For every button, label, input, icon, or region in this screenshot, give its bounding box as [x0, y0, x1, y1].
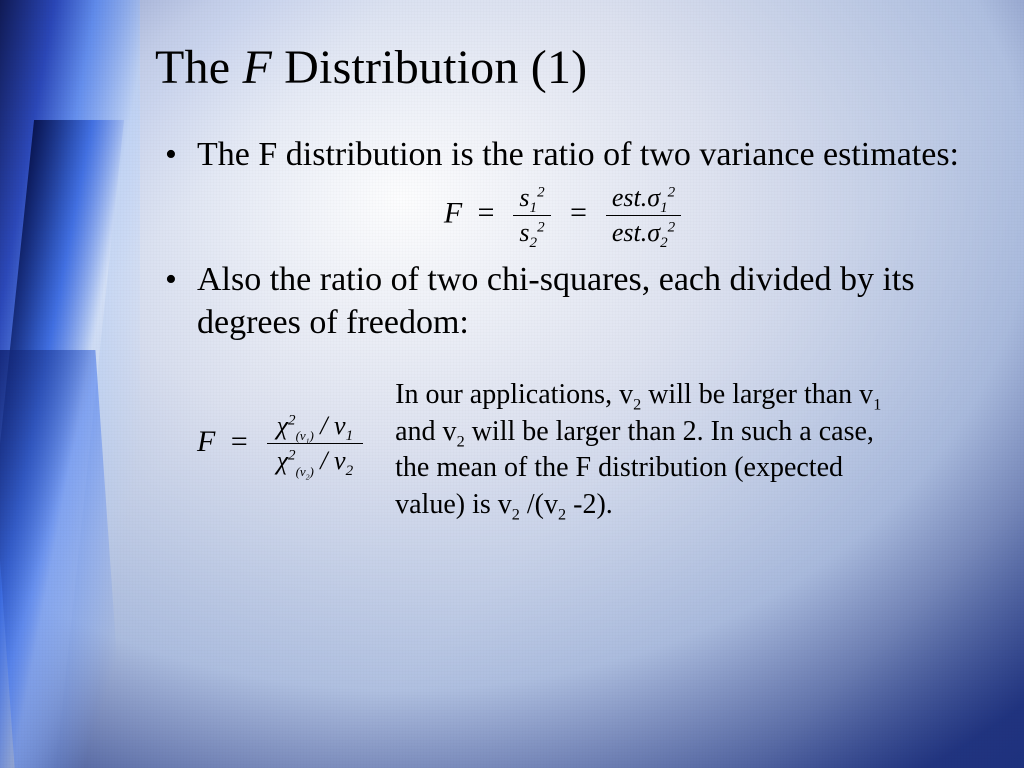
note-paragraph: In our applications, v2 will be larger t…: [395, 377, 905, 525]
formula1-frac2: est.σ12 est.σ22: [606, 183, 681, 248]
title-text-pre: The: [155, 41, 242, 94]
bullet-2: Also the ratio of two chi-squares, each …: [155, 258, 974, 345]
formula-variance-ratio: F = s12 s22 = est.σ12 est.σ22: [155, 183, 974, 248]
formula2-den: χ2(v2) / v2: [267, 444, 364, 477]
bottom-row: F = χ2(v1) / v1 χ2(v2) / v2 In our appli…: [155, 377, 974, 525]
formula1-frac2-num: est.σ12: [606, 183, 681, 216]
formula2-num: χ2(v1) / v1: [267, 411, 364, 445]
formula1-frac1: s12 s22: [513, 183, 550, 248]
background-blue-accent: [0, 0, 140, 768]
bullet-1: The F distribution is the ratio of two v…: [155, 133, 974, 177]
formula1-lhs: F: [444, 196, 462, 229]
formula1-frac1-den: s22: [513, 216, 550, 248]
formula1-frac1-num: s12: [513, 183, 550, 216]
bullet-list: The F distribution is the ratio of two v…: [155, 133, 974, 177]
title-text-post: Distribution (1): [272, 41, 587, 94]
bullet-list-2: Also the ratio of two chi-squares, each …: [155, 258, 974, 345]
formula1-eq1: =: [476, 196, 496, 229]
formula2-lhs: F: [197, 425, 215, 458]
title-text-italic: F: [242, 41, 272, 94]
formula2-eq: =: [229, 425, 249, 458]
slide-content: The F Distribution (1) The F distributio…: [155, 40, 974, 524]
formula2-frac: χ2(v1) / v1 χ2(v2) / v2: [267, 411, 364, 478]
slide-title: The F Distribution (1): [155, 40, 974, 95]
formula-chi-square-ratio: F = χ2(v1) / v1 χ2(v2) / v2: [197, 377, 367, 478]
formula1-eq2: =: [568, 196, 588, 229]
formula1-frac2-den: est.σ22: [606, 216, 681, 248]
